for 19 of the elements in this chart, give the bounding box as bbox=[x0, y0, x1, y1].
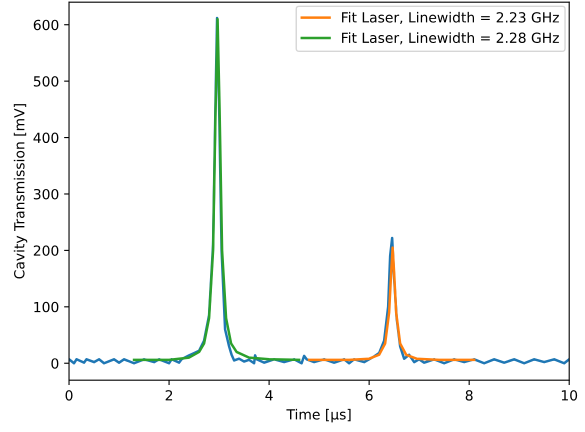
y-tick-label: 300 bbox=[34, 188, 58, 200]
x-tick-label: 0 bbox=[66, 390, 73, 401]
line-series bbox=[308, 246, 476, 362]
x-tick-label: 6 bbox=[366, 390, 373, 401]
x-tick-label: 10 bbox=[562, 390, 578, 401]
y-tick-label: 400 bbox=[33, 132, 58, 144]
y-tick-label: 200 bbox=[34, 245, 58, 256]
y-axis-title: Cavity Transmission [mV] bbox=[14, 104, 28, 279]
x-axis-title: Time [μs] bbox=[286, 408, 351, 422]
line-series bbox=[132, 18, 300, 362]
x-tick-label: 2 bbox=[166, 390, 172, 400]
x-tick-label: 4 bbox=[265, 390, 273, 400]
legend-label: Fit Laser, Linewidth = 2.23 GHz bbox=[342, 12, 559, 24]
x-tick-label: 8 bbox=[466, 390, 473, 401]
y-tick-label: 100 bbox=[34, 302, 58, 312]
y-tick-label: 0 bbox=[51, 358, 58, 369]
y-tick-label: 600 bbox=[34, 20, 58, 30]
y-tick-label: 500 bbox=[34, 76, 58, 87]
legend-label: Fit Laser, Linewidth = 2.28 GHz bbox=[342, 32, 559, 44]
